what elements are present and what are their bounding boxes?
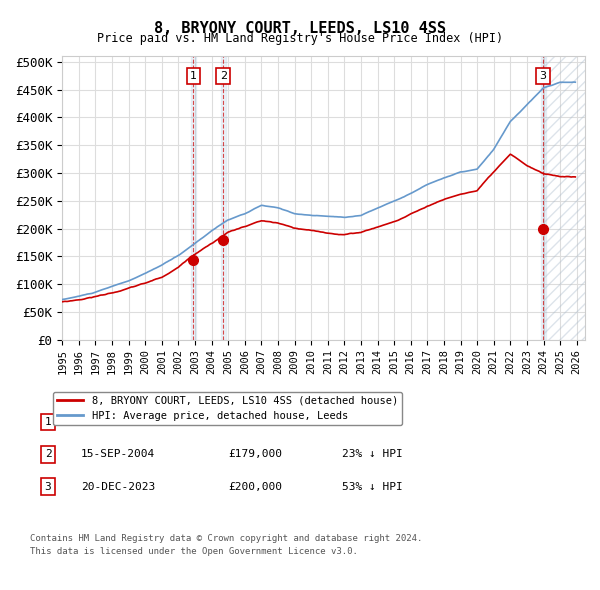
Text: 53% ↓ HPI: 53% ↓ HPI [342,482,403,491]
Text: 3: 3 [44,482,52,491]
Text: 20-DEC-2023: 20-DEC-2023 [81,482,155,491]
Text: 8, BRYONY COURT, LEEDS, LS10 4SS: 8, BRYONY COURT, LEEDS, LS10 4SS [154,21,446,35]
Bar [541,56,545,340]
Text: Contains HM Land Registry data © Crown copyright and database right 2024.: Contains HM Land Registry data © Crown c… [30,534,422,543]
Text: £179,000: £179,000 [228,450,282,459]
Text: 14% ↓ HPI: 14% ↓ HPI [342,417,403,427]
Bar [191,56,196,340]
Text: 1: 1 [44,417,52,427]
Text: £200,000: £200,000 [228,482,282,491]
Text: 3: 3 [539,71,547,81]
Text: £144,000: £144,000 [228,417,282,427]
Text: 1: 1 [190,71,197,81]
Text: This data is licensed under the Open Government Licence v3.0.: This data is licensed under the Open Gov… [30,547,358,556]
Text: Price paid vs. HM Land Registry's House Price Index (HPI): Price paid vs. HM Land Registry's House … [97,32,503,45]
Text: 2: 2 [220,71,227,81]
Text: 2: 2 [44,450,52,459]
Bar [221,56,226,340]
Text: 29-NOV-2002: 29-NOV-2002 [81,417,155,427]
Legend: 8, BRYONY COURT, LEEDS, LS10 4SS (detached house), HPI: Average price, detached : 8, BRYONY COURT, LEEDS, LS10 4SS (detach… [53,392,402,425]
Text: 15-SEP-2004: 15-SEP-2004 [81,450,155,459]
Text: 23% ↓ HPI: 23% ↓ HPI [342,450,403,459]
